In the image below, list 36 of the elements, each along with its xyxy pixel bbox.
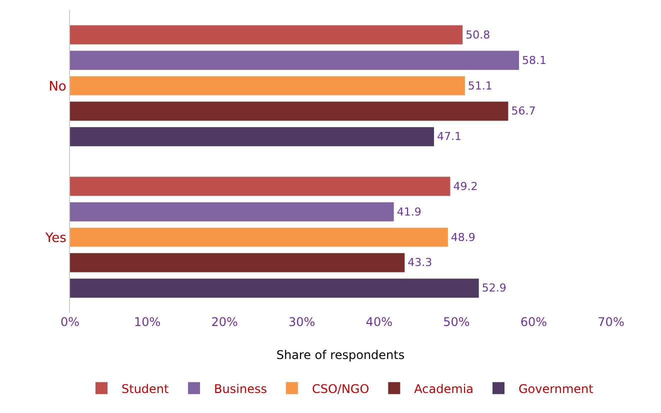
x-tick-label: 10% xyxy=(134,315,161,329)
legend-label: CSO/NGO xyxy=(312,382,370,396)
bar xyxy=(70,76,465,96)
bar xyxy=(70,25,463,44)
x-tick-label: 20% xyxy=(211,315,238,329)
legend-label: Academia xyxy=(414,382,474,396)
x-tick-label: 50% xyxy=(443,315,470,329)
bar xyxy=(70,228,448,247)
data-label: 56.7 xyxy=(511,104,536,118)
data-label: 43.3 xyxy=(408,256,432,270)
x-tick-label: 0% xyxy=(60,315,80,329)
data-label: 47.1 xyxy=(437,130,462,144)
bar xyxy=(70,202,394,222)
legend-label: Government xyxy=(518,382,594,396)
data-label: 50.8 xyxy=(466,28,490,42)
x-tick-label: 30% xyxy=(288,315,316,329)
data-label: 41.9 xyxy=(396,205,422,218)
data-label: 49.2 xyxy=(453,180,478,193)
legend-label: Business xyxy=(214,382,267,396)
x-tick-label: 70% xyxy=(598,315,624,329)
bar xyxy=(70,50,520,70)
x-tick-label: 60% xyxy=(520,315,548,329)
bar xyxy=(70,278,479,298)
legend-label: Student xyxy=(122,382,170,396)
y-tick-label: No xyxy=(48,79,66,94)
x-axis-title: Share of respondents xyxy=(276,348,405,362)
y-tick-label: Yes xyxy=(44,230,67,246)
data-label: 58.1 xyxy=(522,54,547,67)
bar xyxy=(70,176,450,196)
data-label: 52.9 xyxy=(482,282,506,295)
data-label: 48.9 xyxy=(450,230,476,244)
bar xyxy=(70,102,508,121)
x-tick-label: 40% xyxy=(366,315,392,329)
bar xyxy=(70,253,405,272)
data-label: 51.1 xyxy=(468,79,492,92)
bar xyxy=(70,127,434,146)
